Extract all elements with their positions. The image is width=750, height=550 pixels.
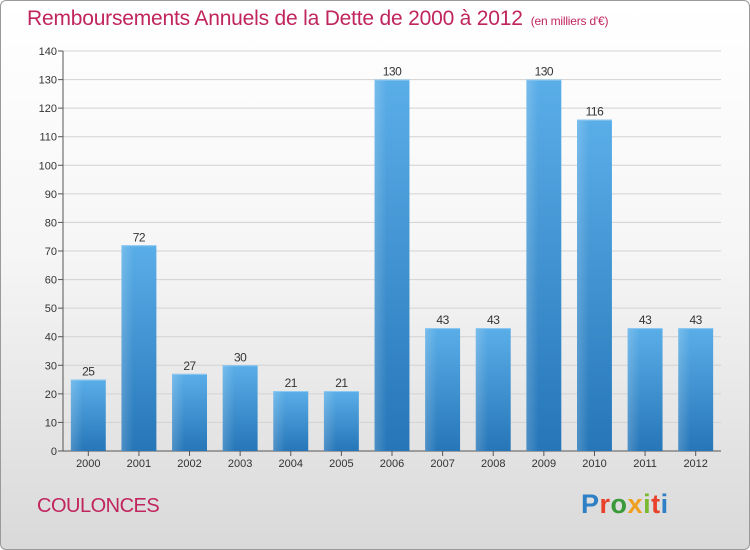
data-label: 25 bbox=[82, 365, 95, 379]
x-tick-label: 2011 bbox=[633, 458, 657, 470]
x-tick-label: 2005 bbox=[329, 458, 353, 470]
data-labels: 25 72 27 30 21 21 130 43 43 130 116 43 43 bbox=[82, 65, 703, 390]
x-tick-label: 2000 bbox=[76, 458, 100, 470]
y-tick-label: 60 bbox=[45, 275, 57, 287]
x-tick-label: 2003 bbox=[228, 458, 252, 470]
data-label: 21 bbox=[335, 376, 348, 390]
bar-highlight bbox=[70, 379, 84, 451]
y-tick-label: 140 bbox=[39, 46, 57, 58]
y-tick-label: 70 bbox=[45, 246, 57, 258]
bar-highlight bbox=[576, 119, 590, 452]
data-label: 43 bbox=[487, 313, 500, 327]
proxiti-logo[interactable]: Proxiti bbox=[581, 489, 669, 520]
y-tick-label: 40 bbox=[45, 332, 57, 344]
x-tick-label: 2002 bbox=[177, 458, 201, 470]
bar-highlight bbox=[374, 79, 387, 452]
bar-highlight bbox=[678, 328, 691, 451]
data-label: 30 bbox=[234, 350, 247, 364]
chart-title: Remboursements Annuels de la Dette de 20… bbox=[27, 7, 608, 31]
bar-highlight bbox=[323, 391, 337, 451]
x-tick-label: 2001 bbox=[127, 458, 151, 470]
y-tick-label: 110 bbox=[39, 132, 57, 144]
logo-letter: o bbox=[610, 489, 628, 519]
chart-unit: (en milliers d'€) bbox=[530, 14, 609, 28]
bar-highlight bbox=[172, 373, 185, 451]
data-label: 130 bbox=[383, 65, 402, 79]
x-tick-labels: 2000 2001 2002 2003 2004 2005 2006 2007 2008 2009… bbox=[76, 458, 708, 470]
logo-letter: P bbox=[581, 489, 600, 519]
bar-highlight bbox=[121, 245, 134, 451]
bar-highlight bbox=[526, 79, 539, 452]
logo-letter: x bbox=[627, 489, 644, 519]
y-tick-label: 80 bbox=[45, 217, 57, 229]
x-tick-label: 2010 bbox=[582, 458, 606, 470]
bar-highlight bbox=[627, 328, 640, 451]
y-tick-label: 120 bbox=[39, 103, 57, 115]
logo-letter: r bbox=[599, 489, 611, 519]
data-label: 43 bbox=[436, 313, 449, 327]
data-label: 43 bbox=[690, 313, 703, 327]
y-tick-label: 10 bbox=[45, 417, 57, 429]
x-tick-label: 2007 bbox=[430, 458, 454, 470]
y-tick-labels: 0 10 20 30 40 50 60 70 80 90 100 110 120 130 140 bbox=[39, 46, 57, 458]
x-tick-label: 2009 bbox=[532, 458, 556, 470]
commune-name: COULONCES bbox=[37, 495, 160, 517]
bars bbox=[70, 79, 714, 452]
y-tick-label: 130 bbox=[39, 75, 57, 87]
x-tick-label: 2004 bbox=[279, 458, 303, 470]
y-tick-label: 90 bbox=[45, 189, 57, 201]
bar-highlight bbox=[273, 391, 286, 451]
y-tick-label: 20 bbox=[45, 389, 57, 401]
data-label: 72 bbox=[133, 230, 146, 244]
data-label: 27 bbox=[183, 359, 196, 373]
y-tick-label: 30 bbox=[45, 360, 57, 372]
y-tick-label: 50 bbox=[45, 303, 57, 315]
logo-letter: i bbox=[660, 489, 669, 519]
logo-letter: t bbox=[651, 489, 661, 519]
chart-title-text: Remboursements Annuels de la Dette de 20… bbox=[27, 7, 523, 30]
x-tick-label: 2006 bbox=[380, 458, 404, 470]
bar-highlight bbox=[425, 328, 438, 451]
data-label: 21 bbox=[285, 376, 298, 390]
bar-highlight bbox=[475, 328, 488, 451]
data-label: 116 bbox=[586, 105, 604, 119]
x-tick-label: 2008 bbox=[481, 458, 505, 470]
data-label: 130 bbox=[535, 65, 554, 79]
y-tick-label: 100 bbox=[39, 160, 57, 172]
logo-letter: i bbox=[643, 489, 652, 519]
bar-highlight bbox=[222, 365, 235, 451]
y-tick-label: 0 bbox=[51, 446, 57, 458]
data-label: 43 bbox=[639, 313, 652, 327]
x-tick-label: 2012 bbox=[683, 458, 707, 470]
